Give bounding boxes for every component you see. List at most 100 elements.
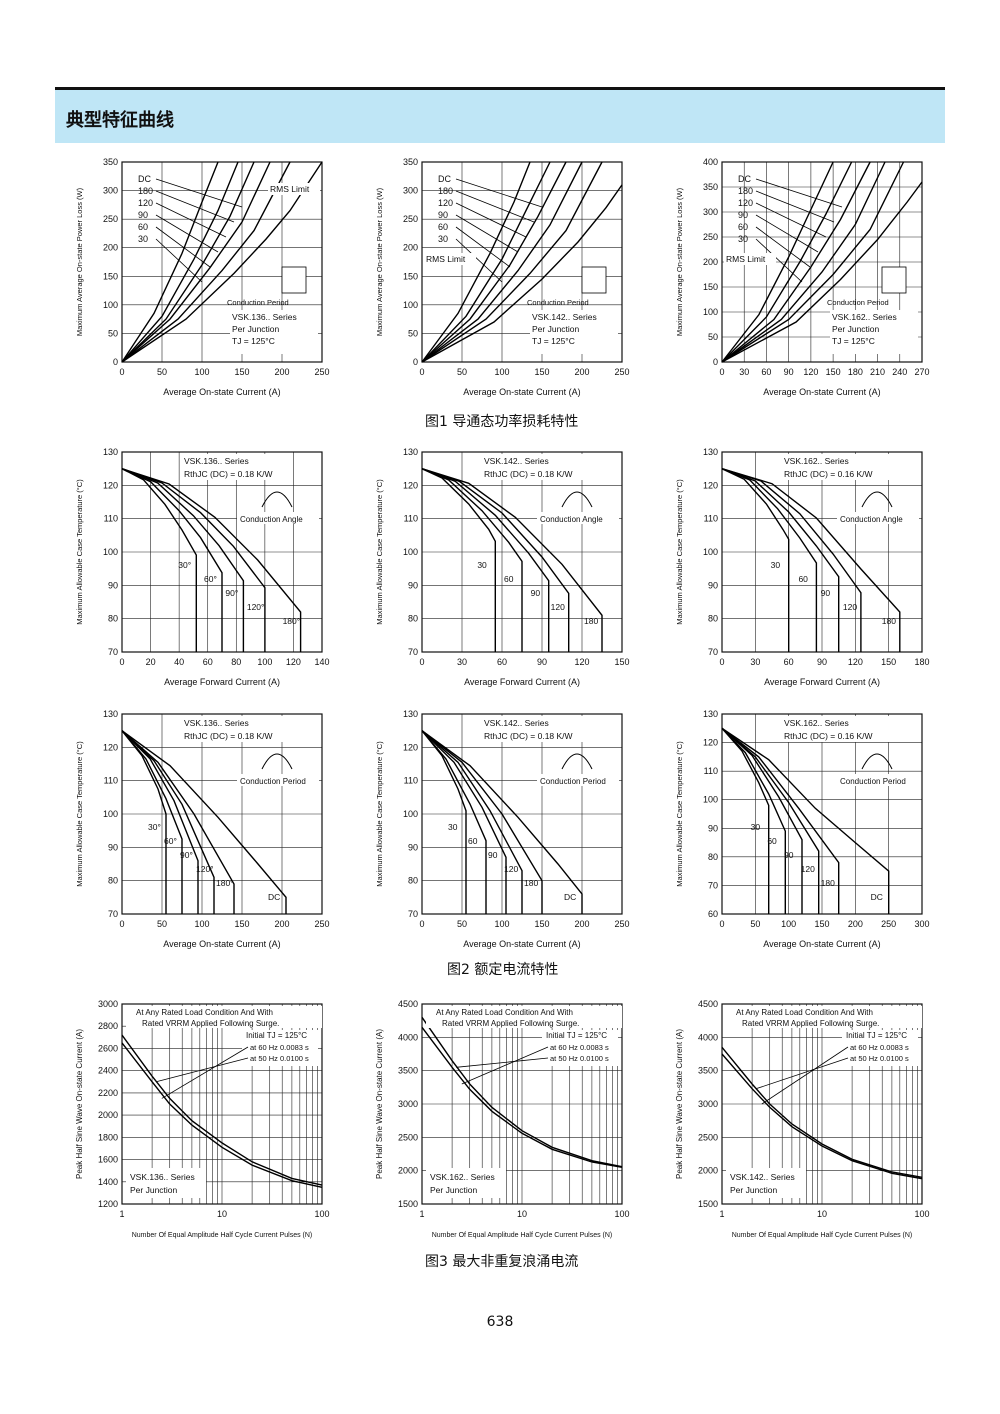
leader-line [455, 190, 535, 223]
x-tick-label: 30 [457, 657, 467, 667]
series-line [421, 468, 550, 652]
curve-label: 120 [738, 198, 753, 208]
x-tick-label: 100 [781, 919, 796, 929]
leader-line [455, 178, 543, 208]
series-line [421, 730, 543, 914]
surge-note-line1: At Any Rated Load Condition And With [736, 1008, 873, 1017]
x-tick-label: 100 [194, 367, 209, 377]
y-tick-label: 200 [403, 243, 418, 253]
y-tick-label: 50 [408, 328, 418, 338]
series-line [121, 468, 266, 652]
y-tick-label: 4500 [398, 999, 418, 1009]
y-tick-label: 100 [403, 547, 418, 557]
x-tick-label: 60 [761, 367, 771, 377]
y-tick-label: 1200 [98, 1199, 118, 1209]
series-line [121, 468, 197, 652]
series-line [721, 727, 770, 914]
tj-label: Initial TJ = 125°C [546, 1031, 607, 1040]
y-tick-label: 130 [103, 447, 118, 457]
conduction-symbol [561, 491, 593, 508]
y-tick-label: 4500 [698, 999, 718, 1009]
conduction-period-symbol [881, 266, 907, 294]
curve-label: 30 [738, 234, 748, 244]
series-line [421, 730, 523, 914]
series-line [121, 468, 245, 652]
annotation-bg [230, 310, 318, 354]
surge-note-line1: At Any Rated Load Condition And With [436, 1008, 573, 1017]
x-tick-label: 10 [817, 1209, 827, 1219]
annotation-bg [837, 512, 919, 524]
y-tick-label: 150 [703, 282, 718, 292]
y-tick-label: 100 [103, 809, 118, 819]
series-line [121, 161, 271, 363]
curve-label: 90° [225, 588, 238, 598]
series-line [421, 468, 603, 652]
series-line [121, 730, 199, 914]
rthjc-label: RthJC (DC) = 0.18 K/W [484, 469, 573, 479]
x-tick-label: 150 [881, 657, 896, 667]
annotation-bg [126, 1006, 322, 1028]
series-line [421, 161, 603, 363]
y-tick-label: 250 [103, 214, 118, 224]
leader-line [456, 1057, 549, 1068]
x-tick-label: 150 [614, 657, 629, 667]
plot-frame [721, 451, 923, 653]
series-line [121, 730, 287, 914]
curve-label: 120 [138, 198, 153, 208]
y-tick-label: 1400 [98, 1177, 118, 1187]
annotation-bg [268, 183, 320, 195]
series-name-label: VSK.136.. Series [184, 718, 249, 728]
series-line [721, 161, 853, 363]
conduction-symbol [261, 491, 293, 508]
x-tick-label: 50 [457, 367, 467, 377]
tj-label: Initial TJ = 125°C [246, 1031, 307, 1040]
leader-line [756, 1057, 849, 1090]
y-tick-label: 150 [103, 271, 118, 281]
curve-label: 60 [798, 574, 808, 584]
x-tick-label: 0 [419, 367, 424, 377]
x-tick-label: 100 [614, 1209, 629, 1219]
curve-label: 90 [138, 210, 148, 220]
y-tick-label: 2800 [98, 1021, 118, 1031]
y-tick-label: 3000 [698, 1099, 718, 1109]
y-tick-label: 120 [403, 742, 418, 752]
annotation-bg [780, 716, 892, 742]
y-axis-label: Peak Half Sine Wave On-state Current (A) [375, 1029, 384, 1179]
x-tick-label: 30 [750, 657, 760, 667]
x-tick-label: 200 [274, 367, 289, 377]
annotation-bg [726, 1168, 806, 1198]
y-tick-label: 2000 [698, 1166, 718, 1176]
curve-label: DC [871, 892, 883, 902]
y-tick-label: 80 [408, 614, 418, 624]
x-tick-label: 300 [914, 919, 929, 929]
x-tick-label: 80 [231, 657, 241, 667]
annotation-bg [426, 1168, 506, 1198]
y-tick-label: 130 [703, 447, 718, 457]
series-line [421, 468, 523, 652]
y-tick-label: 100 [403, 809, 418, 819]
leader-line [755, 226, 811, 268]
x-tick-label: 90 [784, 367, 794, 377]
series-line [121, 730, 215, 914]
y-tick-label: 120 [103, 480, 118, 490]
x-tick-label: 60 [203, 657, 213, 667]
y-tick-label: 0 [113, 357, 118, 367]
annotation-bg [780, 454, 892, 480]
x-tick-label: 150 [234, 367, 249, 377]
series-line [421, 1026, 623, 1168]
y-tick-label: 4000 [698, 1032, 718, 1042]
legend-60hz: at 60 Hz 0.0083 s [850, 1043, 909, 1052]
y-axis-label: Maximum Allowable Case Temperature (°C) [675, 741, 684, 887]
conduction-label: Conduction Angle [840, 515, 903, 524]
leader-line [156, 1057, 249, 1083]
rthjc-label: RthJC (DC) = 0.18 K/W [184, 731, 273, 741]
y-axis-label: Maximum Allowable Case Temperature (°C) [375, 741, 384, 887]
y-tick-label: 2600 [98, 1043, 118, 1053]
curve-label: 30 [438, 234, 448, 244]
annotation-bg [237, 512, 319, 524]
x-tick-label: 120 [286, 657, 301, 667]
legend-50hz: at 50 Hz 0.0100 s [250, 1054, 309, 1063]
curve-label: 90 [738, 210, 748, 220]
curve-label: 180 [438, 186, 453, 196]
y-tick-label: 80 [708, 614, 718, 624]
